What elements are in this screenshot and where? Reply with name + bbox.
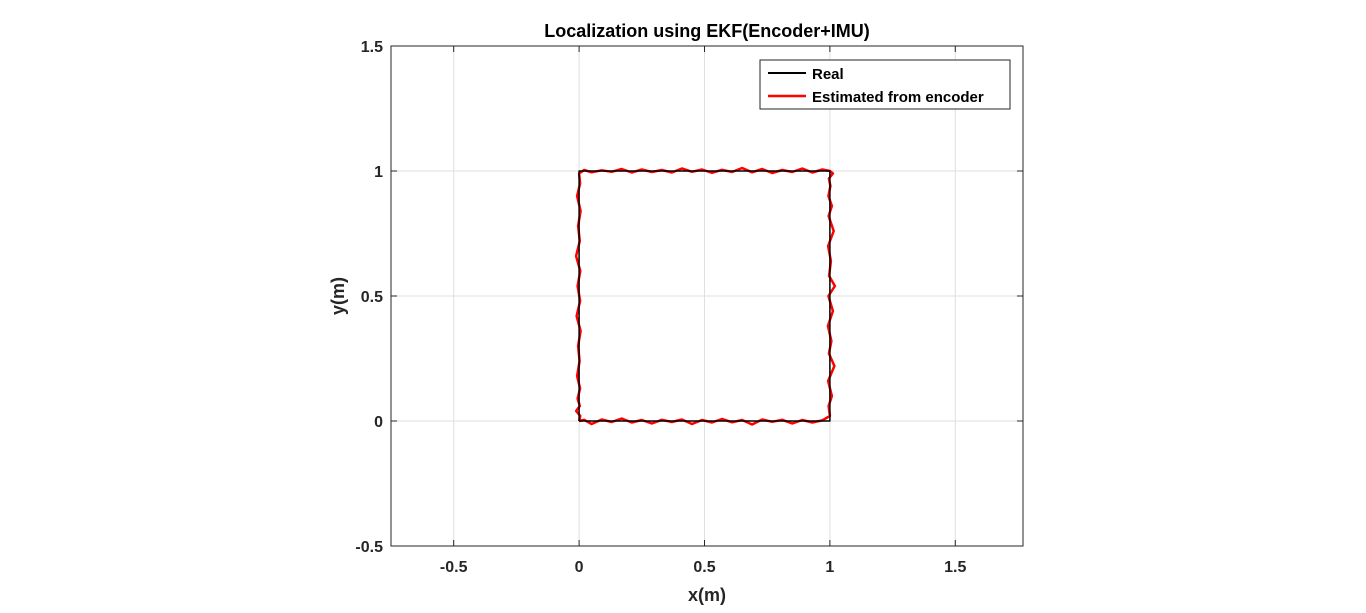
x-tick-label: 0 — [575, 559, 584, 576]
x-tick-label: -0.5 — [440, 559, 468, 576]
series-lines — [574, 166, 837, 426]
legend: Real Estimated from encoder — [759, 59, 1011, 110]
y-tick-label: -0.5 — [355, 539, 383, 556]
x-tick-label: 1 — [825, 559, 834, 576]
series-line-real — [578, 170, 831, 422]
legend-label-real: Real — [812, 66, 844, 83]
legend-box — [759, 59, 1011, 110]
legend-label-estimated: Estimated from encoder — [812, 89, 984, 106]
y-tick-labels: -0.5 0 0.5 1 1.5 — [355, 39, 383, 556]
tick-marks — [391, 45, 1023, 547]
x-axis-label: x(m) — [688, 585, 726, 605]
y-tick-label: 1 — [374, 164, 383, 181]
y-axis-label: y(m) — [328, 277, 348, 315]
x-tick-label: 1.5 — [944, 559, 966, 576]
chart-title: Localization using EKF(Encoder+IMU) — [544, 21, 870, 41]
y-tick-label: 1.5 — [361, 39, 383, 56]
x-tick-labels: -0.5 0 0.5 1 1.5 — [440, 559, 967, 576]
x-tick-label: 0.5 — [693, 559, 715, 576]
y-tick-label: 0 — [374, 414, 383, 431]
y-tick-label: 0.5 — [361, 289, 383, 306]
